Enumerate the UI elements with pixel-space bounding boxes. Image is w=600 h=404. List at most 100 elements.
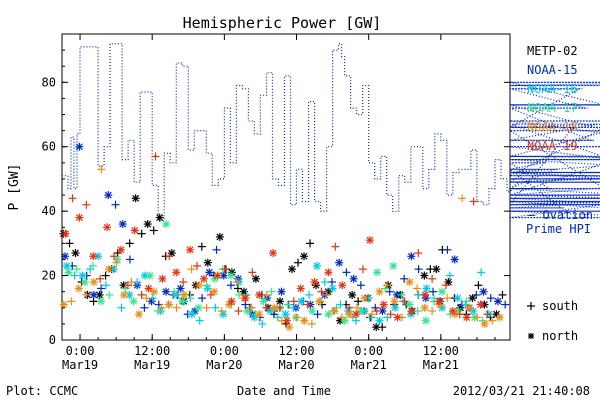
data-point-south: [88, 261, 97, 270]
y-tick-label: 80: [42, 75, 56, 89]
data-point-north: [421, 316, 430, 325]
data-point-north: [330, 307, 339, 316]
data-point-north: [448, 307, 457, 316]
data-point-north: [300, 316, 309, 325]
data-point-north: [178, 297, 187, 306]
data-point-north: [61, 252, 70, 261]
ovation-layer: [62, 43, 600, 222]
data-point-south: [117, 303, 126, 312]
data-point-south: [458, 194, 467, 203]
data-point-south: [305, 290, 314, 299]
data-point-north: [227, 297, 236, 306]
x-tick-label-date: Mar19: [134, 358, 170, 372]
data-point-south: [125, 239, 134, 248]
data-point-north: [259, 297, 268, 306]
x-axis: 0:00Mar1912:00Mar190:00Mar2012:00Mar200:…: [62, 34, 496, 372]
data-point-north: [125, 290, 134, 299]
data-point-north: [391, 303, 400, 312]
data-point-north: [296, 284, 305, 293]
footer-timestamp: 2012/03/21 21:40:08: [453, 384, 590, 398]
data-point-north: [476, 300, 485, 309]
data-point-south: [202, 281, 211, 290]
data-point-north: [129, 297, 138, 306]
data-point-north: [405, 300, 414, 309]
data-point-south: [303, 300, 312, 309]
data-point-north: [285, 323, 294, 332]
data-point-south: [140, 303, 149, 312]
data-point-south: [247, 303, 256, 312]
data-point-north: [103, 223, 112, 232]
data-point-north: [255, 290, 264, 299]
data-point-south: [428, 274, 437, 283]
data-point-south: [413, 284, 422, 293]
data-point-south: [72, 265, 81, 274]
data-point-south: [217, 307, 226, 316]
x-tick-label-date: Mar21: [351, 358, 387, 372]
data-point-south: [96, 274, 105, 283]
data-point-south: [172, 303, 181, 312]
data-point-north: [104, 191, 113, 200]
legend-item-noaa-18: NOAA-18: [527, 120, 578, 134]
data-point-north: [194, 303, 203, 312]
data-point-north: [438, 287, 447, 296]
data-point-north: [462, 313, 471, 322]
data-point-south: [322, 290, 331, 299]
data-point-north: [479, 287, 488, 296]
data-point-north: [165, 300, 174, 309]
data-point-south: [428, 307, 437, 316]
data-point-south: [68, 194, 77, 203]
data-point-north: [187, 310, 196, 319]
data-point-south: [320, 278, 329, 287]
data-point-south: [306, 239, 315, 248]
data-point-south: [186, 294, 195, 303]
data-point-north: [421, 290, 430, 299]
data-point-north: [119, 290, 128, 299]
data-point-south: [267, 287, 276, 296]
data-point-south: [110, 252, 119, 261]
data-point-south: [206, 290, 215, 299]
legend: METP-02 NOAA-15 NOAA-16 NOAA-17 NOAA-18 NOAA-…: [527, 44, 578, 153]
data-point-south: [262, 303, 271, 312]
data-point-south: [179, 278, 188, 287]
data-point-south: [234, 307, 243, 316]
marker-key: south north: [527, 299, 578, 343]
data-point-south: [345, 303, 354, 312]
data-point-south: [193, 261, 202, 270]
data-point-north: [324, 310, 333, 319]
data-point-south: [70, 271, 79, 280]
data-point-north: [315, 297, 324, 306]
data-point-north: [172, 268, 181, 277]
marker-key-north: north: [528, 329, 578, 343]
data-point-north: [495, 313, 504, 322]
data-point-north: [162, 287, 171, 296]
data-point-north: [80, 278, 89, 287]
data-point-north: [338, 281, 347, 290]
data-point-north: [75, 142, 84, 151]
data-point-north: [205, 268, 214, 277]
data-point-north: [277, 287, 286, 296]
data-point-north: [308, 307, 317, 316]
data-point-north: [143, 220, 152, 229]
data-point-north: [282, 316, 291, 325]
data-point-north: [422, 284, 431, 293]
data-point-south: [328, 278, 337, 287]
data-point-north: [356, 307, 365, 316]
data-point-north: [75, 213, 84, 222]
data-point-south: [226, 281, 235, 290]
data-point-north: [281, 310, 290, 319]
data-point-south: [443, 245, 452, 254]
data-point-south: [157, 303, 166, 312]
data-point-north: [74, 284, 83, 293]
data-point-north: [493, 297, 502, 306]
data-point-north: [269, 249, 278, 258]
plot-frame: [61, 33, 511, 341]
data-point-south: [211, 303, 220, 312]
data-point-north: [390, 297, 399, 306]
y-tick-label: 40: [42, 204, 56, 218]
data-point-north: [420, 271, 429, 280]
data-point-south: [294, 258, 303, 267]
data-point-north: [348, 290, 357, 299]
data-point-north: [465, 303, 474, 312]
data-point-south: [414, 249, 423, 258]
